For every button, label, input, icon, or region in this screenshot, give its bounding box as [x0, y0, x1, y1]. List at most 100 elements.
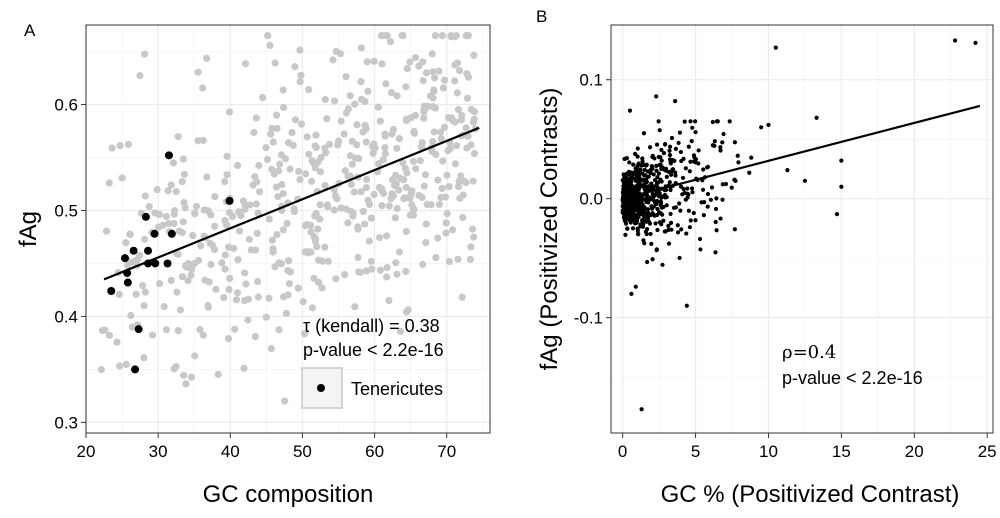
- gray-data-point: [455, 177, 463, 185]
- gray-data-point: [116, 362, 124, 370]
- gray-data-point: [178, 273, 187, 281]
- gray-data-point: [312, 143, 320, 152]
- gray-data-point: [357, 188, 365, 196]
- gray-data-point: [444, 147, 452, 155]
- contrast-data-point: [705, 204, 710, 209]
- contrast-data-point: [684, 231, 689, 236]
- gray-data-point: [463, 144, 471, 152]
- gray-data-point: [221, 265, 229, 273]
- gray-data-point: [344, 219, 352, 227]
- gray-data-point: [470, 233, 478, 241]
- contrast-data-point: [678, 149, 683, 155]
- gray-data-point: [301, 170, 310, 178]
- gray-data-point: [331, 192, 340, 200]
- gray-data-point: [382, 80, 390, 88]
- gray-data-point: [460, 177, 469, 185]
- gray-data-point: [422, 69, 431, 77]
- contrast-data-point: [701, 167, 706, 172]
- panel-b-y-axis-title: fAg (Positivized Contrasts): [536, 88, 563, 371]
- panel-b-x-tick-label: 20: [905, 442, 924, 461]
- gray-data-point: [179, 155, 187, 163]
- gray-data-point: [389, 125, 397, 134]
- gray-data-point: [381, 150, 390, 158]
- contrast-data-point: [622, 178, 627, 183]
- gray-data-point: [429, 68, 437, 76]
- gray-data-point: [459, 191, 467, 199]
- contrast-data-point: [654, 168, 659, 173]
- gray-data-point: [196, 326, 204, 334]
- gray-data-point: [383, 263, 391, 272]
- gray-data-point: [204, 303, 212, 311]
- contrast-data-point: [635, 154, 640, 159]
- contrast-data-point: [650, 257, 655, 262]
- gray-data-point: [253, 229, 261, 238]
- contrast-data-point: [634, 183, 640, 188]
- gray-data-point: [239, 197, 247, 205]
- gray-data-point: [462, 124, 470, 132]
- gray-data-point: [275, 160, 284, 168]
- gray-data-point: [447, 114, 456, 122]
- panel-b-rho-annotation: ρ=0.4: [782, 342, 836, 363]
- contrast-data-point: [685, 191, 690, 196]
- gray-data-point: [181, 262, 190, 270]
- gray-data-point: [136, 71, 144, 80]
- gray-data-point: [421, 171, 430, 179]
- gray-data-point: [438, 184, 446, 193]
- contrast-data-point: [718, 148, 723, 153]
- contrast-data-point: [632, 151, 638, 156]
- contrast-data-point: [714, 196, 719, 201]
- contrast-data-point: [636, 199, 642, 204]
- gray-data-point: [422, 238, 430, 247]
- gray-data-point: [393, 92, 401, 100]
- contrast-data-point: [688, 159, 693, 164]
- contrast-data-point: [656, 119, 661, 124]
- gray-data-point: [330, 97, 339, 105]
- gray-data-point: [274, 193, 282, 201]
- panel-b-plot-area: [611, 25, 993, 433]
- gray-data-point: [423, 200, 431, 209]
- gray-data-point: [296, 46, 304, 54]
- gray-data-point: [409, 211, 418, 219]
- gray-data-point: [410, 129, 419, 137]
- gray-data-point: [346, 92, 354, 100]
- gray-data-point: [254, 293, 262, 301]
- panel-b-x-tick-label: 15: [832, 442, 851, 461]
- gray-data-point: [399, 159, 407, 167]
- contrast-data-point: [683, 166, 688, 171]
- panel-a-legend-marker: [317, 384, 325, 392]
- gray-data-point: [175, 227, 183, 235]
- contrast-data-point: [687, 169, 692, 174]
- gray-data-point: [348, 160, 356, 168]
- gray-data-point: [344, 105, 352, 113]
- gray-data-point: [439, 84, 448, 92]
- gray-data-point: [203, 54, 211, 62]
- gray-data-point: [207, 260, 215, 269]
- gray-data-point: [194, 256, 203, 264]
- gray-data-point: [231, 325, 239, 333]
- contrast-data-point: [686, 144, 691, 149]
- gray-data-point: [141, 288, 149, 296]
- gray-data-point: [362, 267, 371, 275]
- tenericutes-data-point: [151, 259, 160, 268]
- gray-data-point: [376, 266, 385, 274]
- gray-data-point: [359, 207, 367, 215]
- gray-data-point: [155, 279, 164, 288]
- contrast-data-point: [648, 231, 653, 237]
- gray-data-point: [286, 165, 294, 173]
- gray-data-point: [435, 200, 443, 209]
- contrast-data-point: [683, 197, 688, 202]
- gray-data-point: [178, 178, 186, 186]
- panel-a-y-axis-title: fAg: [15, 211, 42, 247]
- panel-b-regression-line: [622, 104, 981, 200]
- gray-data-point: [393, 204, 401, 213]
- tenericutes-data-point: [129, 246, 138, 255]
- panel-a-tau-annotation: τ (kendall) = 0.38: [303, 316, 440, 336]
- gray-data-point: [466, 255, 475, 263]
- gray-data-point: [271, 263, 279, 271]
- gray-data-point: [370, 140, 378, 148]
- gray-data-point: [246, 201, 254, 209]
- contrast-data-point: [673, 205, 679, 210]
- gray-data-point: [340, 130, 348, 138]
- panel-a-x-tick-label: 30: [149, 442, 168, 461]
